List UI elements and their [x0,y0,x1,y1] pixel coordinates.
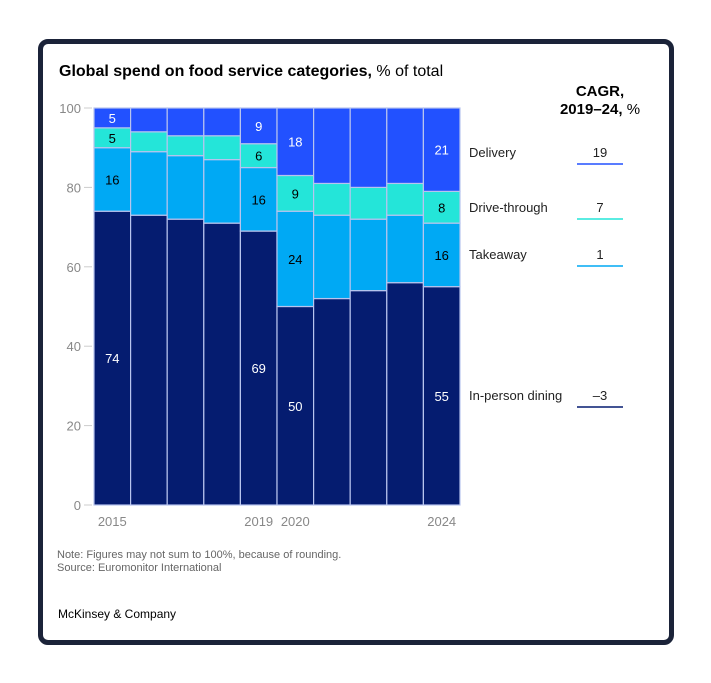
cagr-header-line2: 2019–24, [559,101,623,118]
bar-delivery-2023 [386,107,424,185]
data-label-drive-through-2015: 5 [109,131,116,146]
bar-takeaway-2022 [349,218,388,292]
data-label-in-person-dining-2024: 55 [434,389,448,404]
source-text: Source: Euromonitor International [57,562,222,574]
legend-drive-through: Drive-through [469,200,548,215]
data-label-takeaway-2024: 16 [434,248,448,263]
x-tick-label-2019: 2019 [244,514,273,529]
x-tick-label-2020: 2020 [281,514,310,529]
bar-takeaway-2019 [239,166,278,232]
x-tick-label-2024: 2024 [427,514,456,529]
title-main: Global spend on food service categories, [59,63,372,80]
cagr-value-in-person-dining: –3 [593,388,607,403]
bar-in-person-dining-2022 [349,290,388,506]
cagr-value-drive-through: 7 [596,200,603,215]
bar-delivery-2018 [203,107,242,137]
cagr-header: CAGR, 2019–24, % [540,83,660,119]
legend-takeaway: Takeaway [469,247,527,262]
data-label-delivery-2015: 5 [109,111,116,126]
brand-logo-text: McKinsey & Company [58,607,177,621]
bar-in-person-dining-2017 [166,218,205,506]
bar-in-person-dining-2018 [203,222,242,506]
legend-in-person-dining: In-person dining [469,388,562,403]
bar-in-person-dining-2016 [130,214,168,506]
data-label-delivery-2020: 18 [288,135,302,150]
bar-takeaway-2016 [130,151,168,216]
data-label-drive-through-2024: 8 [438,200,445,215]
bar-drive-through-2017 [166,135,205,157]
bar-in-person-dining-2024 [422,286,461,506]
data-label-in-person-dining-2015: 74 [105,351,119,366]
y-tick-label-100: 100 [59,101,81,116]
bar-delivery-2019 [239,107,278,145]
data-label-takeaway-2015: 16 [105,172,119,187]
data-label-takeaway-2019: 16 [251,192,265,207]
legend-delivery: Delivery [469,145,516,160]
data-label-in-person-dining-2019: 69 [251,361,265,376]
bar-drive-through-2022 [349,186,388,220]
data-label-drive-through-2019: 6 [255,149,262,164]
data-label-takeaway-2020: 24 [288,252,302,267]
bar-in-person-dining-2019 [239,230,278,506]
bar-in-person-dining-2015 [93,210,132,506]
bar-drive-through-2020 [276,174,315,212]
bar-in-person-dining-2020 [276,305,315,506]
cagr-value-delivery: 19 [593,145,607,160]
bar-takeaway-2017 [166,155,205,220]
bar-in-person-dining-2021 [313,297,351,506]
bar-delivery-2022 [349,107,388,189]
bar-drive-through-2018 [203,135,242,161]
bar-takeaway-2018 [203,159,242,224]
bar-drive-through-2023 [386,182,424,216]
cagr-header-line1: CAGR, [575,83,625,100]
bar-takeaway-2015 [93,147,132,212]
data-label-drive-through-2020: 9 [292,186,299,201]
x-tick-label-2015: 2015 [98,514,127,529]
data-label-delivery-2024: 21 [434,143,448,158]
y-tick-label-20: 20 [67,419,81,434]
bar-drive-through-2021 [313,182,351,216]
y-tick-label-40: 40 [67,339,81,354]
note-text: Note: Figures may not sum to 100%, becau… [57,549,342,561]
bar-takeaway-2024 [422,222,461,288]
bar-delivery-2021 [313,107,351,185]
y-tick-label-60: 60 [67,260,81,275]
chart-title: Global spend on food service categories,… [59,63,443,81]
title-unit: % of total [376,63,444,80]
y-tick-label-0: 0 [74,498,81,513]
data-label-delivery-2019: 9 [255,119,262,134]
data-label-in-person-dining-2020: 50 [288,399,302,414]
bar-delivery-2017 [166,107,205,137]
bar-delivery-2020 [276,107,315,177]
cagr-value-takeaway: 1 [596,247,603,262]
cagr-header-unit: % [626,101,641,118]
bar-delivery-2016 [130,107,168,133]
bar-delivery-2024 [422,107,461,192]
bar-takeaway-2023 [386,214,424,284]
footnote: Note: Figures may not sum to 100%, becau… [57,549,341,575]
bar-drive-through-2016 [130,131,168,153]
bar-takeaway-2021 [313,214,351,300]
y-tick-label-80: 80 [67,180,81,195]
bar-in-person-dining-2023 [386,282,424,506]
